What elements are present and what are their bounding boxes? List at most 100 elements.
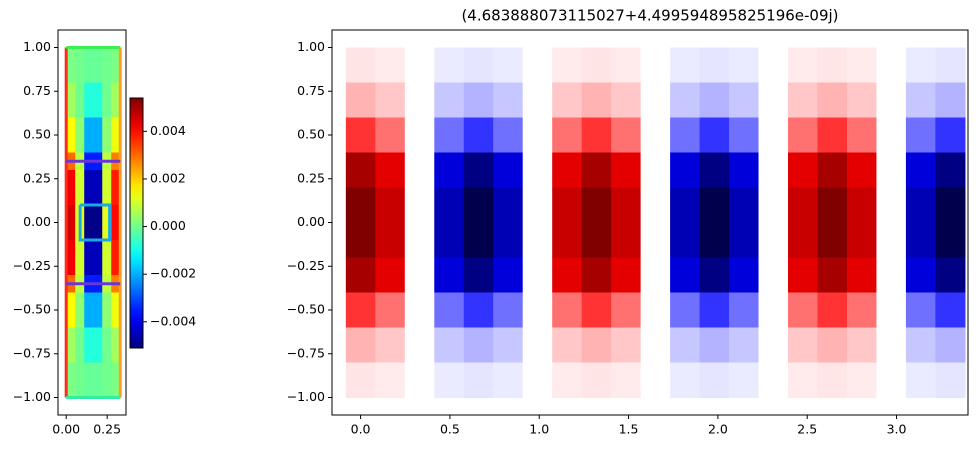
heatmap-cell (434, 257, 465, 294)
heatmap-cell (817, 82, 848, 119)
heatmap-cell (522, 327, 553, 364)
heatmap-cell (788, 82, 819, 119)
heatmap-cell (75, 187, 85, 206)
heatmap-cell (758, 292, 789, 329)
heatmap-cell (817, 117, 848, 154)
heatmap-cell (581, 187, 612, 224)
heatmap-cell (817, 152, 848, 189)
heatmap-cell (404, 257, 435, 294)
heatmap-cell (66, 345, 76, 364)
heatmap-cell (111, 362, 121, 381)
heatmap-cell (552, 82, 583, 119)
x-tick-label: 2.5 (797, 422, 817, 437)
heatmap-cell (846, 152, 878, 189)
colorbar-tick-label: 0.004 (150, 123, 186, 138)
heatmap-cell (93, 65, 103, 84)
heatmap-cell (699, 222, 730, 259)
heatmap-cell (876, 187, 907, 224)
heatmap-cell (758, 327, 789, 364)
heatmap-cell (345, 47, 376, 84)
heatmap-cell (404, 222, 435, 259)
heatmap-cell (84, 310, 94, 329)
heatmap-cell (75, 47, 85, 66)
heatmap-cell (93, 117, 103, 136)
heatmap-cell (66, 310, 76, 329)
heatmap-cell (699, 187, 730, 224)
heatmap-cell (345, 152, 376, 189)
heatmap-cell (935, 187, 966, 224)
heatmap-cell (375, 257, 406, 294)
heatmap-cell (93, 100, 103, 119)
heatmap-cell (93, 362, 103, 381)
heatmap-cell (876, 152, 907, 189)
heatmap-cell (876, 222, 907, 259)
heatmap-cell (75, 310, 85, 329)
heatmap-cell (93, 135, 103, 154)
heatmap-cell (66, 117, 76, 136)
heatmap-cell (102, 135, 112, 154)
heatmap-cell (729, 47, 760, 84)
heatmap-cell (463, 82, 494, 119)
heatmap-cell (434, 327, 465, 364)
heatmap-cell (935, 327, 966, 364)
y-tick-label: 0.00 (23, 214, 51, 229)
y-tick-label: 0.50 (297, 127, 325, 142)
heatmap-cell (522, 292, 553, 329)
colorbar-tick-label: 0.000 (150, 218, 186, 233)
heatmap-cell (581, 152, 612, 189)
heatmap-cell (876, 292, 907, 329)
heatmap-cell (788, 187, 819, 224)
colorbar-tick-label: 0.002 (150, 170, 186, 185)
heatmap-cell (102, 380, 112, 399)
y-tick-label: −0.50 (13, 302, 51, 317)
heatmap-cell (905, 47, 936, 84)
heatmap-cell (434, 152, 465, 189)
heatmap-cell (434, 292, 465, 329)
heatmap-cell (84, 240, 94, 259)
heatmap-cell (493, 327, 524, 364)
heatmap-cell (75, 345, 85, 364)
heatmap-cell (102, 310, 112, 329)
heatmap-cell (846, 82, 878, 119)
x-tick-label: 0.0 (351, 422, 371, 437)
heatmap-cell (905, 152, 936, 189)
heatmap-cell (66, 135, 76, 154)
heatmap-cell (66, 187, 76, 206)
heatmap-cell (102, 345, 112, 364)
heatmap-cell (375, 47, 406, 84)
heatmap-cell (758, 257, 789, 294)
boundary-line (78, 203, 112, 242)
heatmap-cell (84, 327, 94, 346)
heatmap-cell (611, 187, 642, 224)
heatmap-cell (935, 222, 966, 259)
heatmap-cell (111, 170, 121, 189)
heatmap-cell (788, 292, 819, 329)
heatmap-cell (846, 292, 878, 329)
heatmap-cell (581, 327, 612, 364)
heatmap-cell (375, 82, 406, 119)
heatmap-cell (66, 65, 76, 84)
heatmap-cell (404, 327, 435, 364)
heatmap-cell (640, 257, 671, 294)
heatmap-cell (758, 117, 789, 154)
heatmap-cell (84, 100, 94, 119)
colorbar-tick-label: −0.002 (150, 266, 196, 281)
heatmap-cell (552, 187, 583, 224)
heatmap-cell (75, 117, 85, 136)
heatmap-cell (905, 222, 936, 259)
heatmap-cell (522, 47, 553, 84)
heatmap-cell (670, 47, 701, 84)
heatmap-cell (102, 240, 112, 259)
heatmap-cell (102, 257, 112, 276)
heatmap-cell (111, 65, 121, 84)
heatmap-cell (640, 47, 671, 84)
heatmap-cell (699, 152, 730, 189)
heatmap-cell (75, 380, 85, 399)
heatmap-cell (611, 117, 642, 154)
x-tick-label: 0.5 (440, 422, 460, 437)
heatmap-cell (581, 47, 612, 84)
heatmap-cell (93, 380, 103, 399)
heatmap-cell (84, 345, 94, 364)
y-tick-label: 1.00 (23, 39, 51, 54)
heatmap-cell (463, 152, 494, 189)
